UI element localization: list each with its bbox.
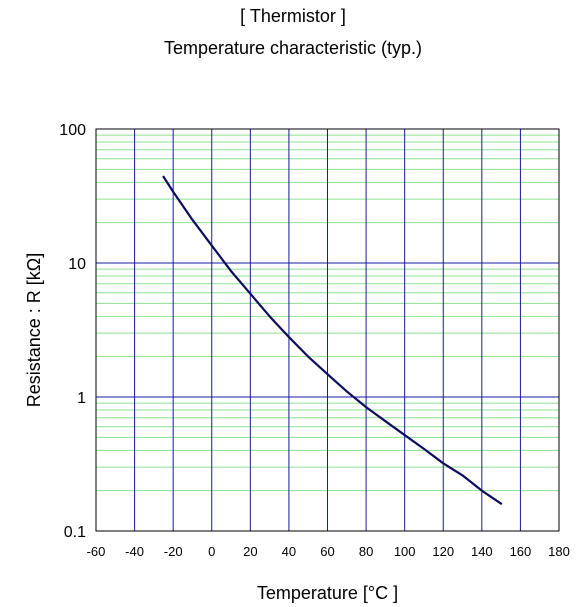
- plot-frame: [95, 128, 560, 532]
- x-tick-labels: -60 -40 -20 0 20 40 60 80 100 120 140 160 180: [87, 544, 570, 559]
- y-tick-label: 100: [59, 122, 86, 139]
- x-tick-label: -60: [87, 544, 106, 559]
- chart-title-line1: [ Thermistor ]: [240, 6, 346, 26]
- x-tick-label: 100: [394, 544, 416, 559]
- x-tick-label: 120: [432, 544, 454, 559]
- y-axis-label: Resistance : R [kΩ]: [24, 253, 44, 408]
- x-tick-label: 60: [320, 544, 334, 559]
- y-tick-label: 0.1: [64, 524, 86, 541]
- series-group: [162, 175, 503, 505]
- x-tick-label: 20: [243, 544, 257, 559]
- x-tick-label: 40: [282, 544, 296, 559]
- y-tick-label: 1: [77, 390, 86, 407]
- x-tick-label: 140: [471, 544, 493, 559]
- series-line-0: [162, 175, 503, 505]
- x-tick-label: 180: [548, 544, 570, 559]
- y-tick-labels: 0.1 1 10 100: [59, 122, 86, 541]
- x-tick-label: 0: [208, 544, 215, 559]
- chart-title-line2: Temperature characteristic (typ.): [163, 38, 423, 58]
- major-gridlines: [95, 128, 560, 532]
- y-tick-label: 10: [68, 256, 86, 273]
- x-tick-label: 160: [510, 544, 532, 559]
- x-tick-label: -20: [164, 544, 183, 559]
- x-tick-label: 80: [359, 544, 373, 559]
- x-tick-label: -40: [125, 544, 144, 559]
- x-axis-label: Temperature [°C ]: [257, 583, 398, 603]
